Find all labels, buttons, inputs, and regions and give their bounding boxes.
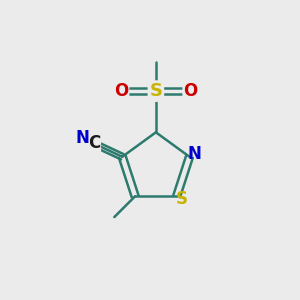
Text: S: S bbox=[176, 190, 188, 208]
Text: N: N bbox=[75, 129, 89, 147]
Text: C: C bbox=[88, 134, 100, 152]
Text: O: O bbox=[183, 82, 197, 100]
Text: S: S bbox=[149, 82, 162, 100]
Text: O: O bbox=[114, 82, 129, 100]
Text: N: N bbox=[187, 146, 201, 164]
